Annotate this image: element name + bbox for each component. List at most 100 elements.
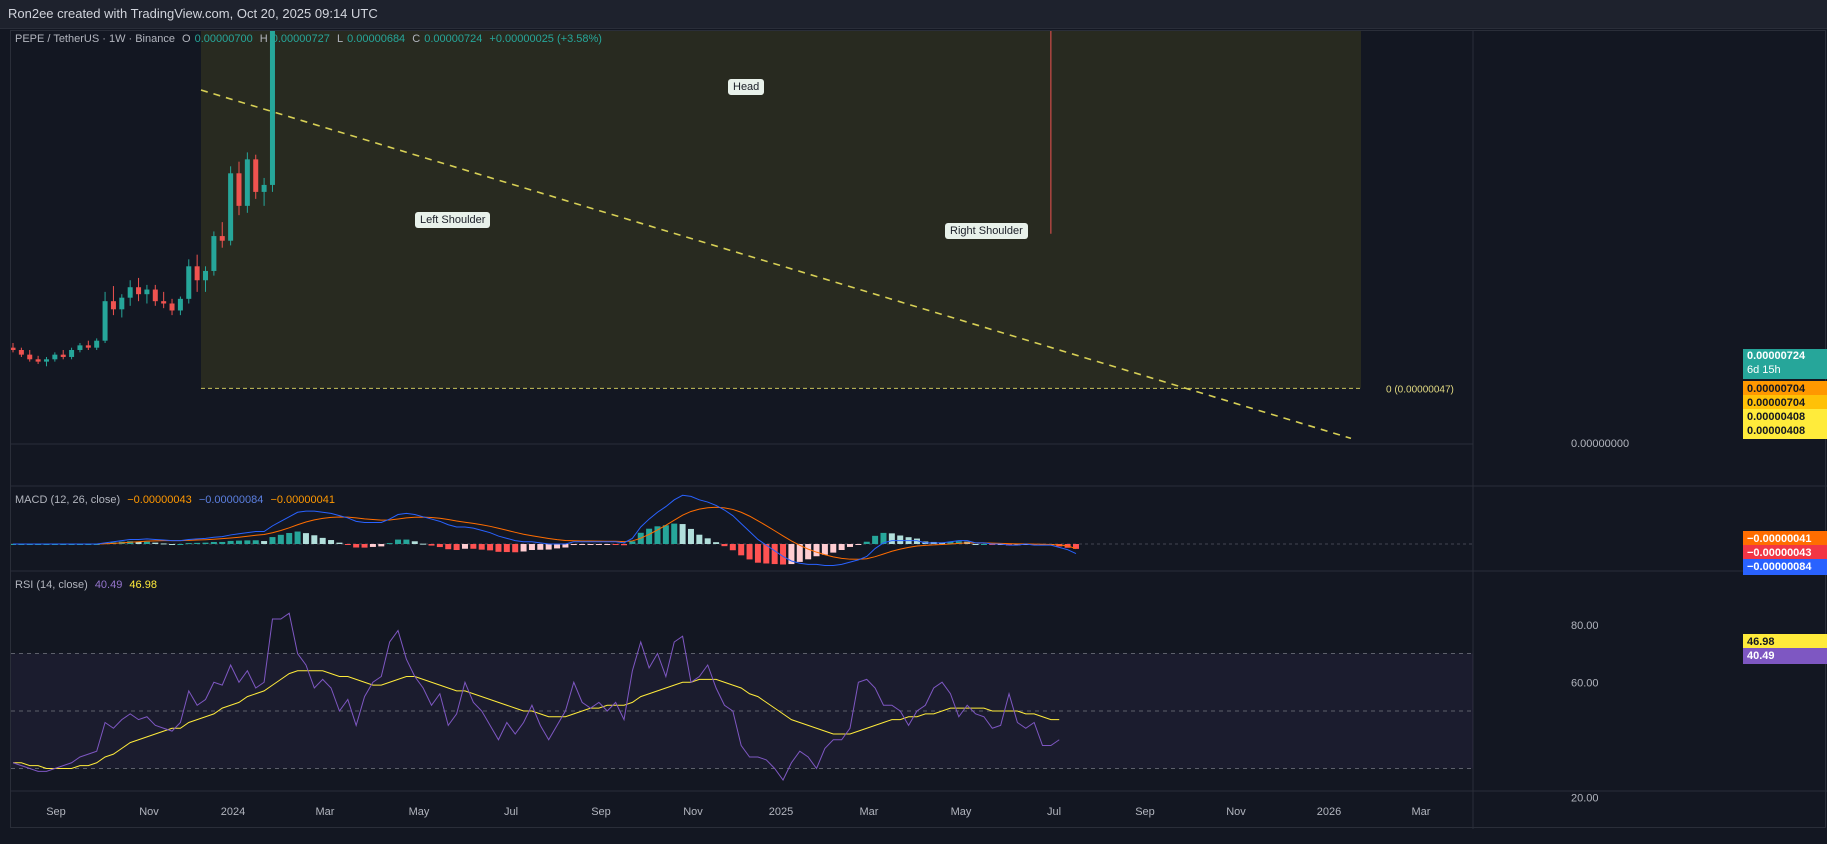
candle-body <box>261 184 267 192</box>
macd-histogram-bar <box>805 544 812 560</box>
macd-histogram-bar <box>1072 544 1079 549</box>
macd-histogram-bar <box>813 544 820 557</box>
candle-body <box>35 359 41 362</box>
macd-histogram-bar <box>436 544 443 548</box>
price-level-tag: 0.00000704 <box>1743 395 1827 411</box>
symbol-legend: PEPE / TetherUS · 1W · Binance O 0.000007… <box>15 33 606 45</box>
macd-histogram-bar <box>219 541 226 544</box>
candle-body <box>186 266 192 299</box>
candle-body <box>18 350 24 355</box>
time-axis-label: Mar <box>1412 806 1431 818</box>
chart-frame[interactable]: 1 (0.00002845)0.786 (0.00002246)0.618 (0… <box>10 30 1827 829</box>
macd-histogram-bar <box>202 542 209 544</box>
macd-histogram-bar <box>587 544 594 545</box>
time-axis-label: Sep <box>46 806 66 818</box>
time-axis-label: May <box>951 806 972 818</box>
rsi-value-tag: 40.49 <box>1743 648 1827 664</box>
candle-body <box>203 270 209 281</box>
macd-histogram-bar <box>478 544 485 550</box>
macd-histogram-bar <box>913 538 920 544</box>
macd-histogram-bar <box>771 544 778 565</box>
candle-body <box>144 289 150 295</box>
macd-histogram-bar <box>570 544 577 546</box>
right-shoulder-annotation[interactable]: Right Shoulder <box>945 223 1028 239</box>
macd-histogram-bar <box>411 541 418 544</box>
macd-histogram-bar <box>754 544 761 563</box>
macd-histogram-bar <box>428 544 435 546</box>
rsi-axis-tick: 60.00 <box>1571 677 1599 689</box>
macd-histogram-bar <box>470 544 477 549</box>
macd-histogram-bar <box>863 541 870 544</box>
macd-histogram-bar <box>194 542 201 544</box>
time-axis-label: Jul <box>504 806 518 818</box>
macd-histogram-bar <box>403 539 410 544</box>
time-axis-label: Sep <box>1135 806 1155 818</box>
macd-value-tag: −0.00000041 <box>1743 531 1827 547</box>
rsi-axis-tick: 20.00 <box>1571 792 1599 804</box>
macd-histogram-bar <box>528 544 535 551</box>
change-value: +0.00000025 (+3.58%) <box>489 33 602 45</box>
macd-histogram-bar <box>353 544 360 548</box>
last-price-tag: 0.00000724 6d 15h <box>1743 349 1827 379</box>
macd-histogram-bar <box>461 544 468 549</box>
macd-histogram-bar <box>654 526 661 544</box>
candle-body <box>60 354 66 357</box>
macd-histogram-bar <box>319 537 326 544</box>
macd-histogram-bar <box>503 544 510 553</box>
countdown-value: 6d 15h <box>1747 364 1781 376</box>
time-axis-label: 2024 <box>221 806 245 818</box>
macd-histogram-bar <box>453 544 460 551</box>
rsi-axis-tick: 80.00 <box>1571 620 1599 632</box>
macd-histogram-bar <box>713 542 720 544</box>
high-value: 0.00000727 <box>271 33 330 45</box>
price-level-tag: 0.00000408 <box>1743 409 1827 425</box>
macd-histogram-bar <box>872 535 879 544</box>
candle-body <box>211 236 217 271</box>
macd-histogram-bar <box>947 541 954 544</box>
time-axis-label: May <box>409 806 430 818</box>
macd-histogram-bar <box>328 540 335 544</box>
chart-canvas[interactable]: 1 (0.00002845)0.786 (0.00002246)0.618 (0… <box>11 31 1827 829</box>
candle-body <box>43 359 49 362</box>
candle-body <box>77 345 83 350</box>
open-label: O <box>182 33 191 45</box>
macd-value-tag: −0.00000084 <box>1743 559 1827 575</box>
macd-histogram-bar <box>738 544 745 556</box>
macd-histogram-bar <box>980 544 987 545</box>
price-level-tag: 0.00000408 <box>1743 423 1827 439</box>
candle-body <box>161 301 167 304</box>
macd-histogram-bar <box>629 541 636 544</box>
macd-value-tag: −0.00000043 <box>1743 545 1827 561</box>
macd-histogram-bar <box>955 541 962 544</box>
macd-value-3: −0.00000041 <box>270 494 335 506</box>
macd-histogram-bar <box>796 544 803 562</box>
candle-body <box>69 350 75 357</box>
macd-histogram-bar <box>152 542 159 544</box>
low-label: L <box>336 33 344 45</box>
macd-histogram-bar <box>554 544 561 549</box>
macd-histogram-bar <box>671 523 678 544</box>
macd-histogram-bar <box>687 528 694 544</box>
macd-histogram-bar <box>621 544 628 546</box>
macd-histogram-bar <box>420 543 427 545</box>
macd-histogram-bar <box>378 544 385 547</box>
head-annotation[interactable]: Head <box>728 79 765 95</box>
macd-histogram-bar <box>143 541 150 544</box>
macd-histogram-bar <box>763 544 770 564</box>
time-axis-label: Nov <box>1226 806 1246 818</box>
rsi-ma-value: 46.98 <box>129 579 157 591</box>
candle-body <box>269 31 275 185</box>
macd-histogram-bar <box>210 541 217 544</box>
macd-histogram-bar <box>646 528 653 544</box>
candle-body <box>219 236 225 241</box>
left-shoulder-annotation[interactable]: Left Shoulder <box>415 212 491 228</box>
symbol-name: PEPE / TetherUS · 1W · Binance <box>15 33 175 45</box>
high-label: H <box>259 33 268 45</box>
fib-level-label: 0 (0.00000047) <box>1386 384 1454 395</box>
macd-histogram-bar <box>604 544 611 545</box>
candle-body <box>253 159 259 192</box>
macd-histogram-bar <box>294 531 301 544</box>
time-axis-label: Mar <box>316 806 335 818</box>
rsi-ma-line <box>13 670 1060 769</box>
macd-histogram-bar <box>612 544 619 545</box>
